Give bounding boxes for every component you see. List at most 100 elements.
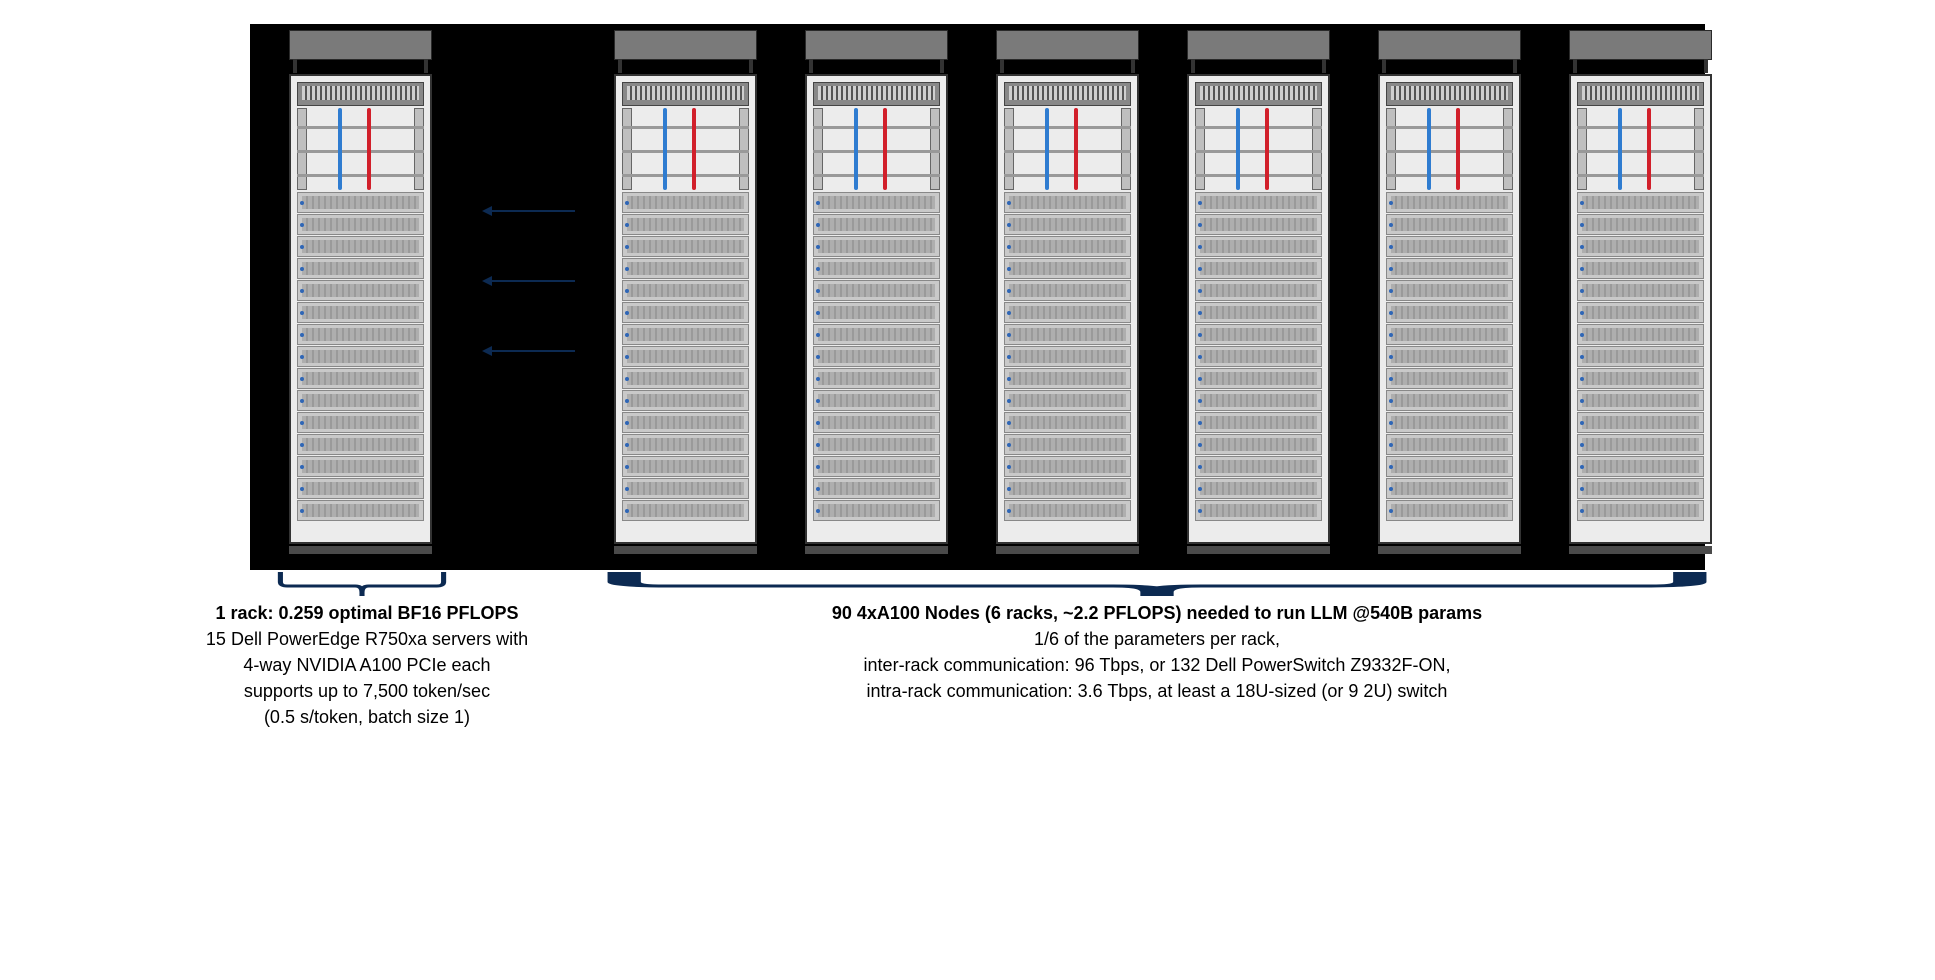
caption-line: 15 Dell PowerEdge R750xa servers with: [177, 626, 557, 652]
arrow-left-icon: [485, 210, 575, 212]
server-node: [297, 434, 424, 455]
server-node: [1386, 412, 1513, 433]
server-rack: [1569, 30, 1712, 554]
server-node: [1195, 478, 1322, 499]
server-node: [813, 192, 940, 213]
cable-red: [1456, 108, 1460, 190]
rails-area: [813, 108, 940, 190]
cable-blue: [663, 108, 667, 190]
server-node: [813, 412, 940, 433]
server-node: [1004, 280, 1131, 301]
server-node: [813, 302, 940, 323]
server-node: [813, 324, 940, 345]
server-rack: [1187, 30, 1330, 554]
server-node: [1004, 192, 1131, 213]
server-node: [1386, 390, 1513, 411]
server-node: [1195, 280, 1322, 301]
server-node: [297, 324, 424, 345]
server-node: [297, 236, 424, 257]
brace-left: [277, 570, 447, 598]
server-node: [297, 192, 424, 213]
server-node: [297, 478, 424, 499]
cable-blue: [1045, 108, 1049, 190]
cable-blue: [338, 108, 342, 190]
node-stack: [1577, 192, 1704, 522]
server-node: [1577, 280, 1704, 301]
server-node: [1004, 214, 1131, 235]
rack-top: [805, 30, 948, 60]
rails-area: [1195, 108, 1322, 190]
cable-red: [692, 108, 696, 190]
server-node: [1577, 500, 1704, 521]
cable-red: [1647, 108, 1651, 190]
server-node: [1577, 346, 1704, 367]
server-node: [1386, 258, 1513, 279]
server-node: [622, 368, 749, 389]
rails-area: [1386, 108, 1513, 190]
server-node: [1004, 500, 1131, 521]
server-node: [813, 368, 940, 389]
node-stack: [1386, 192, 1513, 522]
rails-area: [297, 108, 424, 190]
server-node: [297, 390, 424, 411]
server-node: [1386, 214, 1513, 235]
server-node: [622, 478, 749, 499]
server-node: [1577, 478, 1704, 499]
arrow-left-icon: [485, 280, 575, 282]
server-node: [1195, 500, 1322, 521]
server-node: [622, 434, 749, 455]
rails-area: [1577, 108, 1704, 190]
caption-line: (0.5 s/token, batch size 1): [177, 704, 557, 730]
node-stack: [813, 192, 940, 522]
arrow-left-icon: [485, 350, 575, 352]
top-of-rack-switch: [622, 82, 749, 106]
caption-left: 1 rack: 0.259 optimal BF16 PFLOPS15 Dell…: [177, 600, 557, 730]
server-node: [1577, 456, 1704, 477]
server-node: [622, 346, 749, 367]
server-rack: [289, 30, 432, 554]
server-node: [1195, 302, 1322, 323]
server-node: [1195, 434, 1322, 455]
server-node: [297, 500, 424, 521]
server-node: [622, 500, 749, 521]
server-node: [813, 390, 940, 411]
server-node: [297, 258, 424, 279]
rack-body: [996, 74, 1139, 544]
server-node: [297, 280, 424, 301]
top-of-rack-switch: [813, 82, 940, 106]
caption-line: 1/6 of the parameters per rack,: [602, 626, 1712, 652]
server-node: [813, 346, 940, 367]
node-stack: [622, 192, 749, 522]
rack-body: [289, 74, 432, 544]
caption-line: inter-rack communication: 96 Tbps, or 13…: [602, 652, 1712, 678]
server-node: [622, 456, 749, 477]
cable-red: [883, 108, 887, 190]
server-node: [622, 236, 749, 257]
rack-top: [1378, 30, 1521, 60]
server-rack: [805, 30, 948, 554]
server-node: [1386, 346, 1513, 367]
cable-blue: [1618, 108, 1622, 190]
diagram-root: 1 rack: 0.259 optimal BF16 PFLOPS15 Dell…: [207, 0, 1728, 784]
server-node: [1004, 390, 1131, 411]
server-node: [622, 390, 749, 411]
server-node: [1577, 434, 1704, 455]
top-of-rack-switch: [1577, 82, 1704, 106]
caption-line: intra-rack communication: 3.6 Tbps, at l…: [602, 678, 1712, 704]
server-node: [1577, 236, 1704, 257]
server-node: [297, 214, 424, 235]
server-node: [622, 412, 749, 433]
server-node: [297, 412, 424, 433]
server-node: [1577, 368, 1704, 389]
node-stack: [297, 192, 424, 522]
server-node: [1386, 280, 1513, 301]
server-node: [622, 192, 749, 213]
rack-body: [1569, 74, 1712, 544]
cable-blue: [1236, 108, 1240, 190]
server-node: [1195, 258, 1322, 279]
rails-area: [1004, 108, 1131, 190]
server-node: [813, 236, 940, 257]
server-node: [1004, 368, 1131, 389]
caption-line: 1 rack: 0.259 optimal BF16 PFLOPS: [177, 600, 557, 626]
server-node: [1004, 456, 1131, 477]
